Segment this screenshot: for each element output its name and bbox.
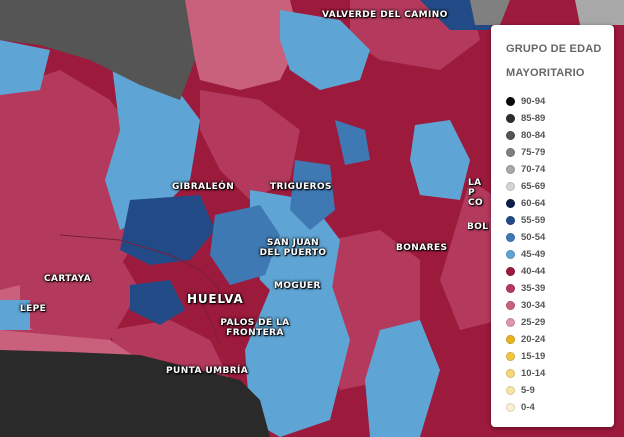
- region-far-ne-gray: [575, 0, 624, 25]
- legend-swatch-icon: [506, 250, 515, 259]
- legend-swatch-icon: [506, 386, 515, 395]
- legend-swatch-icon: [506, 131, 515, 140]
- legend-item: 40-44: [506, 263, 604, 280]
- place-label-palos: PALOS DE LA FRONTERA: [220, 318, 290, 338]
- legend-item: 5-9: [506, 382, 604, 399]
- legend-item: 30-34: [506, 297, 604, 314]
- place-label-bollullos: BOLL: [467, 222, 489, 232]
- river-line-2: [194, 289, 221, 346]
- legend-swatch-icon: [506, 369, 515, 378]
- legend-item-label: 20-24: [521, 334, 546, 345]
- legend-item-label: 35-39: [521, 283, 546, 294]
- place-label-lapalma: LA P CO: [468, 178, 484, 208]
- region-huelva-darkblue: [130, 280, 185, 325]
- legend-list: 90-94 85-89 80-84 75-79 70-74 65-69 60-64 55-59…: [506, 93, 604, 416]
- place-label-valverde: VALVERDE DEL CAMINO: [322, 10, 448, 20]
- legend-item: 55-59: [506, 212, 604, 229]
- place-label-gibraleon: GIBRALEÓN: [172, 182, 235, 192]
- legend-swatch-icon: [506, 233, 515, 242]
- legend-item: 80-84: [506, 127, 604, 144]
- legend-item-label: 70-74: [521, 164, 546, 175]
- region-east-midblue: [335, 120, 370, 165]
- legend-item-label: 0-4: [521, 402, 535, 413]
- legend-item: 25-29: [506, 314, 604, 331]
- legend-item: 75-79: [506, 144, 604, 161]
- place-label-moguer: MOGUER: [274, 281, 321, 291]
- river-line: [59, 234, 221, 291]
- legend-item: 85-89: [506, 110, 604, 127]
- legend-item-label: 75-79: [521, 147, 546, 158]
- legend-item: 60-64: [506, 195, 604, 212]
- place-label-huelva: HUELVA: [187, 292, 244, 306]
- legend-swatch-icon: [506, 182, 515, 191]
- legend-item: 90-94: [506, 93, 604, 110]
- place-label-punta-umbria: PUNTA UMBRÍA: [166, 366, 249, 376]
- legend-item-label: 10-14: [521, 368, 546, 379]
- legend-swatch-icon: [506, 301, 515, 310]
- place-label-trigueros: TRIGUEROS: [270, 182, 332, 192]
- legend-item-label: 45-49: [521, 249, 546, 260]
- legend-item-label: 15-19: [521, 351, 546, 362]
- legend-swatch-icon: [506, 335, 515, 344]
- legend-swatch-icon: [506, 97, 515, 106]
- legend-item-label: 80-84: [521, 130, 546, 141]
- legend-item: 45-49: [506, 246, 604, 263]
- region-southeast-blue: [245, 280, 350, 437]
- legend-item: 15-19: [506, 348, 604, 365]
- legend-swatch-icon: [506, 199, 515, 208]
- legend-item-label: 40-44: [521, 266, 546, 277]
- legend-swatch-icon: [506, 165, 515, 174]
- map-legend: GRUPO DE EDAD MAYORITARIO 90-94 85-89 80-8…: [491, 25, 614, 427]
- legend-item-label: 85-89: [521, 113, 546, 124]
- legend-swatch-icon: [506, 284, 515, 293]
- legend-swatch-icon: [506, 267, 515, 276]
- region-northwest-gray: [0, 0, 195, 100]
- legend-item-label: 30-34: [521, 300, 546, 311]
- region-south-strip: [0, 330, 140, 360]
- legend-item-label: 25-29: [521, 317, 546, 328]
- legend-item-label: 5-9: [521, 385, 535, 396]
- region-far-east-blue: [365, 320, 440, 437]
- legend-item: 70-74: [506, 161, 604, 178]
- legend-item: 50-54: [506, 229, 604, 246]
- legend-item-label: 60-64: [521, 198, 546, 209]
- legend-swatch-icon: [506, 318, 515, 327]
- region-northcentral-pink: [185, 0, 300, 90]
- legend-swatch-icon: [506, 114, 515, 123]
- region-east-blue: [410, 120, 470, 200]
- place-label-lepe: LEPE: [20, 304, 47, 314]
- legend-item-label: 55-59: [521, 215, 546, 226]
- place-label-bonares: BONARES: [396, 243, 448, 253]
- region-lepe-blue: [0, 300, 30, 330]
- sea-area: [0, 350, 270, 437]
- region-center-pink: [200, 90, 300, 200]
- region-west-blue: [0, 40, 50, 95]
- region-cartaya-pink: [20, 240, 140, 350]
- legend-title-line1: GRUPO DE EDAD: [506, 43, 602, 55]
- legend-item: 65-69: [506, 178, 604, 195]
- legend-item: 0-4: [506, 399, 604, 416]
- legend-item-label: 90-94: [521, 96, 546, 107]
- region-sanjuan-blue: [210, 205, 280, 285]
- legend-item: 35-39: [506, 280, 604, 297]
- legend-swatch-icon: [506, 216, 515, 225]
- legend-item-label: 50-54: [521, 232, 546, 243]
- legend-title-line2: MAYORITARIO: [506, 67, 585, 79]
- legend-item: 10-14: [506, 365, 604, 382]
- legend-swatch-icon: [506, 148, 515, 157]
- legend-item: 20-24: [506, 331, 604, 348]
- region-north-blue: [280, 10, 370, 90]
- place-label-cartaya: CARTAYA: [44, 274, 92, 284]
- legend-item-label: 65-69: [521, 181, 546, 192]
- region-bollullos-pink: [440, 180, 500, 330]
- legend-swatch-icon: [506, 403, 515, 412]
- place-label-sanjuan: SAN JUAN DEL PUERTO: [259, 238, 327, 258]
- region-trigueros-blue: [290, 160, 335, 230]
- legend-swatch-icon: [506, 352, 515, 361]
- region-ne-gray: [470, 0, 510, 25]
